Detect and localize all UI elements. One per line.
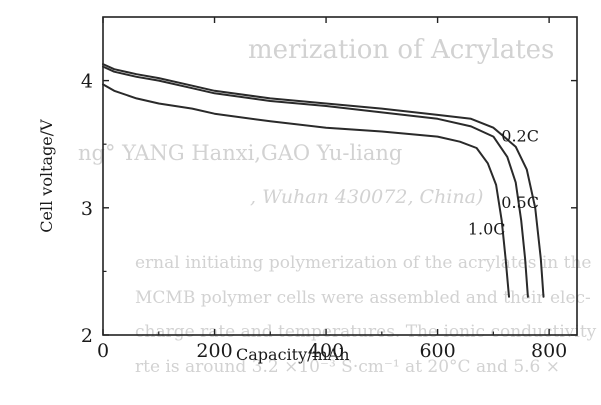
series-label-0-5c: 0.5C [501, 193, 539, 212]
axis-tick-labels: 0 200 400 600 800 2 3 4 [81, 71, 567, 362]
background-text-line: rte is around 3.2 ×10⁻³ S·cm⁻¹ at 20°C a… [135, 357, 560, 377]
x-tick-label: 200 [196, 340, 232, 362]
series-line-0-2c [102, 63, 545, 298]
background-text-line: charge rate and temperatures. The ionic … [135, 322, 597, 342]
y-axis-label: Cell voltage/V [37, 119, 56, 233]
x-axis-label: Capacity/mAh [236, 345, 350, 364]
series-label-0-2c: 0.2C [501, 127, 539, 146]
x-tick-label: 800 [531, 340, 567, 362]
series-line-0-5c [102, 65, 529, 298]
axis-ticks [102, 17, 577, 336]
background-text-line: ng° YANG Hanxi,GAO Yu-liang [78, 141, 402, 165]
series-label-1-0c: 1.0C [468, 220, 506, 239]
x-tick-label: 400 [308, 340, 344, 362]
background-text: merization of Acrylates ng° YANG Hanxi,G… [78, 35, 597, 377]
series-labels: 0.2C 0.5C 1.0C [468, 127, 539, 239]
background-text-line: ernal initiating polymerization of the a… [135, 253, 591, 273]
y-tick-label: 4 [81, 71, 93, 93]
plot-frame [102, 16, 578, 336]
background-text-line: MCMB polymer cells were assembled and th… [135, 288, 591, 308]
y-tick-label: 3 [81, 198, 93, 220]
background-text-line: , Wuhan 430072, China) [250, 186, 483, 208]
background-text-line: merization of Acrylates [248, 35, 554, 65]
x-tick-label: 0 [97, 340, 109, 362]
series-line-1-0c [102, 83, 510, 298]
x-tick-label: 600 [419, 340, 455, 362]
discharge-curves [102, 63, 545, 298]
y-tick-label: 2 [81, 325, 93, 347]
